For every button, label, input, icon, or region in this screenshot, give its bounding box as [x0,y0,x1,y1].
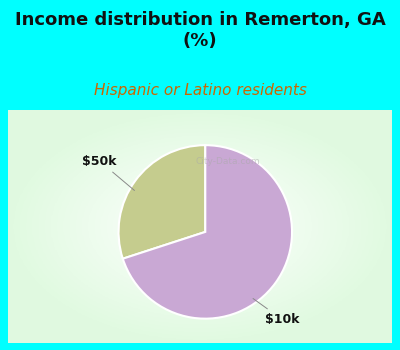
Wedge shape [123,145,292,318]
Text: Hispanic or Latino residents: Hispanic or Latino residents [94,83,306,98]
Wedge shape [118,145,205,259]
Text: $10k: $10k [253,299,300,326]
Text: Income distribution in Remerton, GA
(%): Income distribution in Remerton, GA (%) [15,12,385,50]
Text: City-Data.com: City-Data.com [196,157,260,166]
Text: $50k: $50k [82,155,134,190]
